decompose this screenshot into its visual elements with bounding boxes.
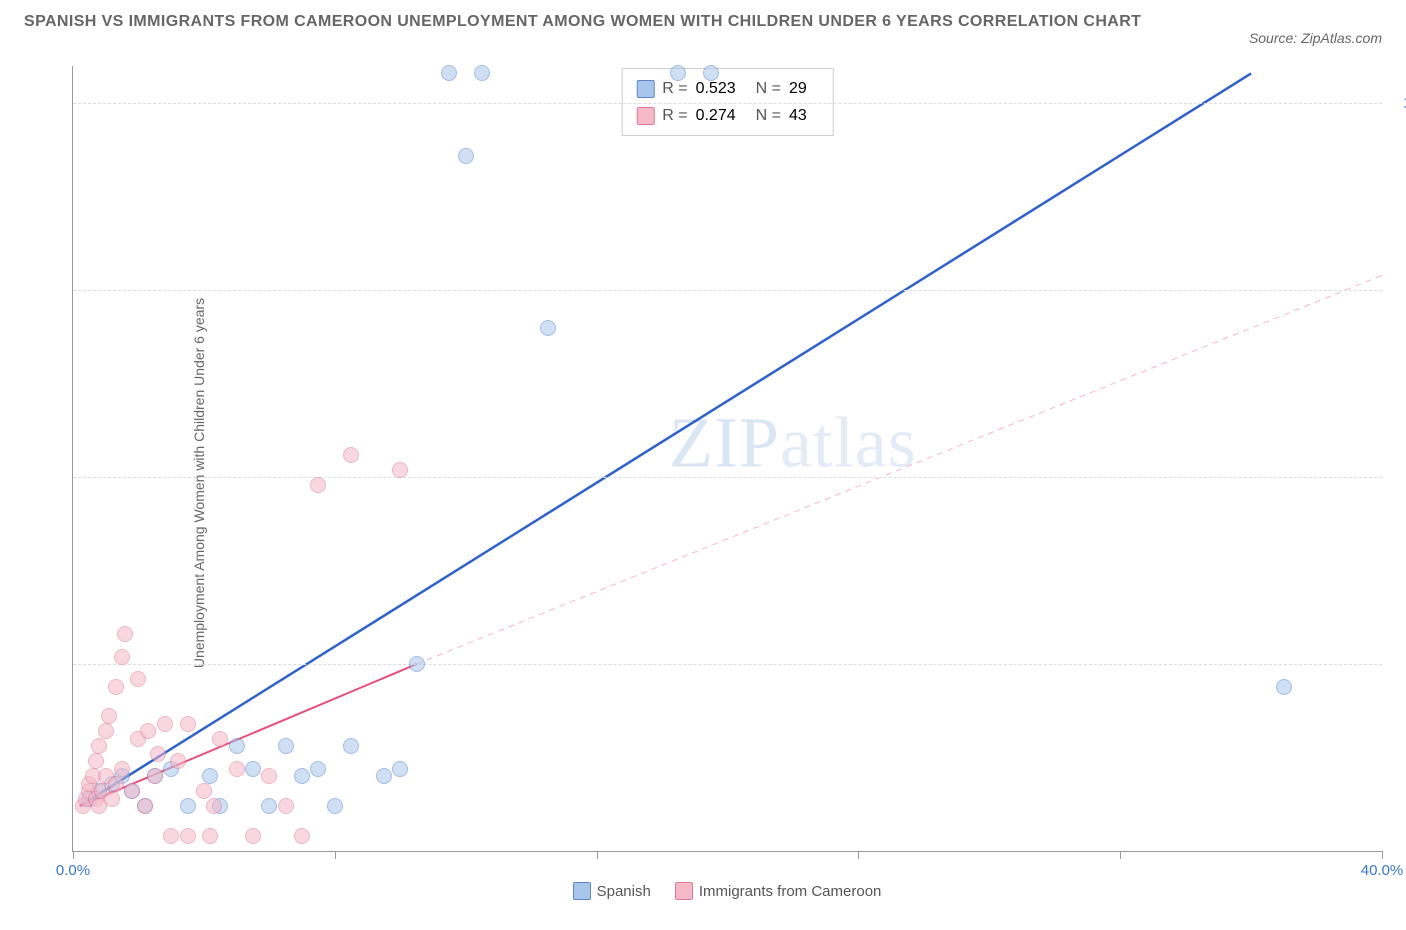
data-point: [409, 656, 425, 672]
data-point: [343, 738, 359, 754]
x-tick: [335, 851, 336, 859]
swatch-icon: [573, 882, 591, 900]
data-point: [540, 320, 556, 336]
chart-title: SPANISH VS IMMIGRANTS FROM CAMEROON UNEM…: [24, 10, 1141, 34]
y-tick-label: 75.0%: [1390, 282, 1406, 299]
data-point: [157, 716, 173, 732]
y-tick-label: 25.0%: [1390, 656, 1406, 673]
data-point: [229, 761, 245, 777]
data-point: [117, 626, 133, 642]
data-point: [170, 753, 186, 769]
data-point: [124, 783, 140, 799]
data-point: [180, 828, 196, 844]
data-point: [245, 761, 261, 777]
gridline: [73, 290, 1382, 291]
data-point: [91, 738, 107, 754]
legend-label: Immigrants from Cameroon: [699, 883, 882, 900]
data-point: [202, 768, 218, 784]
swatch-icon: [636, 107, 654, 125]
data-point: [180, 716, 196, 732]
gridline: [73, 477, 1382, 478]
stat-r-value: 0.274: [696, 102, 736, 129]
x-tick: [1120, 851, 1121, 859]
data-point: [245, 828, 261, 844]
data-point: [278, 798, 294, 814]
watermark: ZIPatlas: [669, 401, 917, 484]
data-point: [229, 738, 245, 754]
legend-item: Spanish: [573, 882, 651, 900]
data-point: [278, 738, 294, 754]
data-point: [392, 761, 408, 777]
stats-legend: R = 0.523N = 29R = 0.274 N = 43: [621, 68, 834, 136]
watermark-bold: ZIP: [669, 402, 780, 482]
source-label: Source: ZipAtlas.com: [1249, 10, 1382, 46]
data-point: [101, 708, 117, 724]
data-point: [180, 798, 196, 814]
stats-row: R = 0.274 N = 43: [636, 102, 819, 129]
watermark-light: atlas: [780, 402, 917, 482]
data-point: [212, 731, 228, 747]
x-tick: [858, 851, 859, 859]
data-point: [206, 798, 222, 814]
stat-label: R =: [662, 102, 687, 129]
data-point: [441, 65, 457, 81]
data-point: [137, 798, 153, 814]
data-point: [88, 753, 104, 769]
data-point: [261, 768, 277, 784]
y-tick-label: 50.0%: [1390, 469, 1406, 486]
x-tick: [1382, 851, 1383, 859]
data-point: [327, 798, 343, 814]
data-point: [458, 148, 474, 164]
data-point: [140, 723, 156, 739]
data-point: [1276, 679, 1292, 695]
legend-item: Immigrants from Cameroon: [675, 882, 882, 900]
data-point: [98, 723, 114, 739]
trend-lines: [73, 66, 1382, 851]
data-point: [202, 828, 218, 844]
y-tick-label: 100.0%: [1390, 95, 1406, 112]
plot-area: ZIPatlas R = 0.523N = 29R = 0.274N = 43 …: [72, 66, 1382, 852]
data-point: [670, 65, 686, 81]
chart-container: Unemployment Among Women with Children U…: [24, 66, 1382, 900]
stats-row: R = 0.523N = 29: [636, 75, 819, 102]
data-point: [343, 447, 359, 463]
data-point: [310, 477, 326, 493]
stat-label: N =: [756, 75, 781, 102]
data-point: [114, 761, 130, 777]
data-point: [147, 768, 163, 784]
data-point: [163, 828, 179, 844]
series-legend: Spanish Immigrants from Cameroon: [72, 882, 1382, 900]
gridline: [73, 103, 1382, 104]
legend-label: Spanish: [597, 883, 651, 900]
data-point: [130, 671, 146, 687]
data-point: [310, 761, 326, 777]
data-point: [294, 828, 310, 844]
stat-label: N =: [756, 102, 781, 129]
data-point: [104, 791, 120, 807]
data-point: [150, 746, 166, 762]
x-tick: [597, 851, 598, 859]
data-point: [474, 65, 490, 81]
swatch-icon: [636, 80, 654, 98]
x-tick: [73, 851, 74, 859]
data-point: [294, 768, 310, 784]
data-point: [392, 462, 408, 478]
stat-n-value: 43: [789, 102, 807, 129]
data-point: [108, 776, 124, 792]
data-point: [376, 768, 392, 784]
data-point: [108, 679, 124, 695]
x-tick-label: 40.0%: [1361, 862, 1404, 879]
data-point: [703, 65, 719, 81]
data-point: [261, 798, 277, 814]
data-point: [114, 649, 130, 665]
gridline: [73, 664, 1382, 665]
x-tick-label: 0.0%: [56, 862, 90, 879]
data-point: [196, 783, 212, 799]
stat-n-value: 29: [789, 75, 807, 102]
swatch-icon: [675, 882, 693, 900]
